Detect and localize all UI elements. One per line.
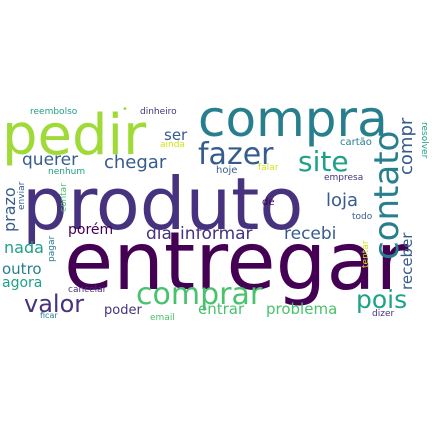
word-comprar: comprar bbox=[136, 277, 263, 312]
word-tentar: tentar bbox=[361, 240, 371, 268]
word-ainda: ainda bbox=[160, 140, 185, 150]
word-pagar: pagar bbox=[47, 235, 57, 262]
word-pois: pois bbox=[356, 285, 408, 314]
word-email: email bbox=[150, 313, 175, 323]
word-todo: todo bbox=[352, 212, 373, 222]
word-ficar: ficar bbox=[40, 311, 58, 320]
word-dinheiro: dinheiro bbox=[140, 107, 177, 117]
word-agora: agora bbox=[2, 275, 43, 291]
word-problema: problema bbox=[266, 300, 338, 318]
word-cancelar: cancelar bbox=[68, 285, 107, 295]
word-nenhum: nenhum bbox=[48, 167, 86, 177]
word-dot: • bbox=[122, 104, 128, 115]
word-hoje: hoje bbox=[216, 165, 238, 176]
word-resolver: resolver bbox=[419, 122, 429, 159]
word-entrar: entrar bbox=[198, 300, 245, 318]
word-porem: porém bbox=[68, 222, 114, 238]
word-fazer: fazer bbox=[198, 137, 274, 172]
word-empresa: empresa bbox=[324, 173, 364, 183]
word-nada: nada bbox=[4, 238, 44, 257]
word-chegar: chegar bbox=[104, 152, 167, 173]
word-valor: valor bbox=[24, 290, 85, 318]
word-compr: compr bbox=[396, 117, 417, 175]
word-site: site bbox=[298, 145, 349, 178]
word-cartao: cartão bbox=[340, 137, 372, 148]
word-enviar: enviar bbox=[17, 181, 27, 210]
word-de: de bbox=[262, 197, 275, 208]
word-reembolso: reembolso bbox=[30, 107, 78, 117]
word-outro: outro bbox=[2, 260, 42, 278]
word-prazo: prazo bbox=[0, 187, 19, 232]
word-informar: informar bbox=[180, 224, 253, 244]
word-falar: falar bbox=[258, 163, 279, 173]
word-receber: receber bbox=[398, 232, 416, 290]
word-pedir: pedir bbox=[2, 103, 147, 168]
word-dia: dia bbox=[146, 224, 172, 244]
word-loja: loja bbox=[326, 190, 359, 211]
word-querer: querer bbox=[22, 150, 79, 170]
word-entregar: entregar bbox=[64, 215, 409, 308]
word-dizer: dizer bbox=[372, 309, 395, 319]
word-ser: ser bbox=[164, 126, 188, 144]
word-recebi: recebi bbox=[284, 224, 337, 244]
word-compra: compra bbox=[198, 90, 388, 148]
word-contar: contar bbox=[59, 183, 69, 212]
word-poder: poder bbox=[104, 303, 142, 318]
word-produto: produto bbox=[22, 162, 304, 246]
